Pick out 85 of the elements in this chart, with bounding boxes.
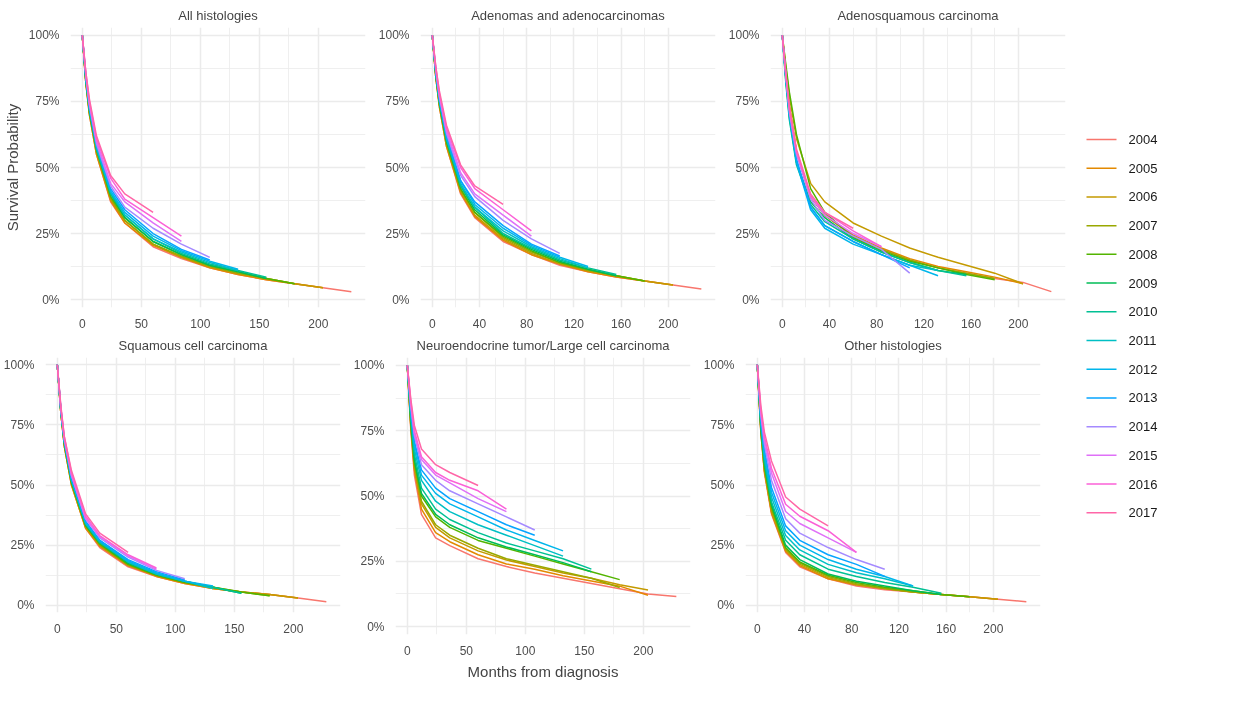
chart-title: Other histologies	[844, 337, 943, 353]
x-tick-label: 160	[611, 316, 632, 331]
y-tick-label: 100%	[3, 357, 35, 372]
x-tick-label: 50	[134, 316, 149, 331]
x-tick-label: 200	[633, 643, 654, 658]
y-axis-title: Survival Probability	[3, 103, 21, 232]
legend-label: 2014	[1128, 419, 1158, 435]
y-tick-label: 0%	[17, 598, 35, 613]
y-tick-label: 75%	[710, 417, 735, 432]
x-tick-label: 150	[249, 316, 270, 331]
y-tick-label: 25%	[10, 538, 35, 553]
y-tick-label: 75%	[385, 94, 410, 109]
legend-label: 2013	[1128, 390, 1158, 406]
legend-label: 2011	[1128, 333, 1157, 348]
chart-title: Squamous cell carcinoma	[118, 337, 269, 353]
x-tick-label: 0	[53, 621, 61, 636]
legend-label: 2010	[1128, 304, 1158, 320]
x-tick-label: 150	[574, 643, 595, 658]
x-tick-label: 0	[753, 621, 761, 636]
y-tick-label: 100%	[378, 28, 410, 43]
y-tick-label: 0%	[742, 292, 760, 307]
legend-label: 2005	[1128, 160, 1158, 176]
legend-label: 2015	[1128, 447, 1158, 463]
legend-label: 2004	[1128, 132, 1158, 147]
legend-label: 2009	[1128, 275, 1158, 291]
y-tick-label: 0%	[392, 292, 410, 307]
x-tick-label: 160	[936, 621, 957, 636]
x-tick-label: 50	[459, 643, 474, 658]
y-tick-label: 75%	[35, 94, 60, 109]
x-axis-title: Months from diagnosis	[467, 662, 619, 680]
x-tick-label: 40	[472, 316, 487, 331]
y-tick-label: 50%	[10, 478, 35, 492]
y-tick-label: 50%	[35, 160, 60, 175]
y-tick-label: 25%	[735, 226, 760, 241]
y-tick-label: 50%	[735, 160, 760, 175]
chart-title: Neuroendocrine tumor/Large cell carcinoma	[416, 337, 671, 353]
x-tick-label: 200	[983, 621, 1004, 636]
y-tick-label: 25%	[710, 538, 735, 553]
x-tick-label: 150	[224, 621, 245, 636]
y-tick-label: 100%	[703, 357, 735, 372]
x-tick-label: 0	[428, 316, 436, 331]
chart-title: Adenosquamous carcinoma	[837, 7, 1000, 23]
legend-label: 2008	[1128, 246, 1158, 262]
x-tick-label: 0	[78, 316, 86, 331]
chart-title: All histologies	[178, 7, 259, 23]
legend-label: 2016	[1128, 476, 1158, 492]
y-tick-label: 50%	[360, 489, 385, 503]
x-tick-label: 80	[845, 621, 859, 636]
x-tick-label: 120	[913, 316, 935, 331]
y-tick-label: 100%	[353, 358, 385, 373]
legend-label: 2012	[1128, 361, 1158, 377]
x-tick-label: 160	[961, 316, 982, 331]
chart-title: Adenomas and adenocarcinomas	[471, 7, 666, 23]
y-tick-label: 75%	[735, 94, 760, 109]
x-tick-label: 200	[308, 316, 329, 331]
y-tick-label: 100%	[28, 28, 60, 43]
y-tick-label: 25%	[360, 554, 385, 569]
x-tick-label: 80	[520, 316, 534, 331]
x-tick-label: 100	[165, 621, 186, 636]
y-tick-label: 25%	[385, 226, 410, 241]
y-tick-label: 100%	[728, 28, 760, 43]
y-tick-label: 75%	[10, 417, 35, 432]
x-tick-label: 120	[563, 316, 585, 331]
x-tick-label: 40	[822, 316, 837, 331]
x-tick-label: 100	[190, 316, 211, 331]
y-tick-label: 50%	[710, 478, 735, 492]
x-tick-label: 40	[797, 621, 812, 636]
y-tick-label: 75%	[360, 423, 385, 438]
x-tick-label: 0	[778, 316, 786, 331]
x-tick-label: 200	[1008, 316, 1029, 331]
legend-label: 2017	[1128, 505, 1158, 521]
x-tick-label: 120	[888, 621, 910, 636]
y-tick-label: 25%	[35, 226, 60, 241]
x-tick-label: 200	[283, 621, 304, 636]
y-tick-label: 0%	[42, 292, 60, 307]
x-tick-label: 80	[870, 316, 884, 331]
x-tick-label: 200	[658, 316, 679, 331]
legend-label: 2007	[1128, 218, 1158, 234]
x-tick-label: 100	[515, 643, 536, 658]
legend-label: 2006	[1128, 189, 1158, 205]
x-tick-label: 0	[403, 643, 411, 658]
x-tick-label: 50	[109, 621, 124, 636]
y-tick-label: 50%	[385, 160, 410, 175]
y-tick-label: 0%	[367, 619, 385, 634]
y-tick-label: 0%	[717, 598, 735, 613]
